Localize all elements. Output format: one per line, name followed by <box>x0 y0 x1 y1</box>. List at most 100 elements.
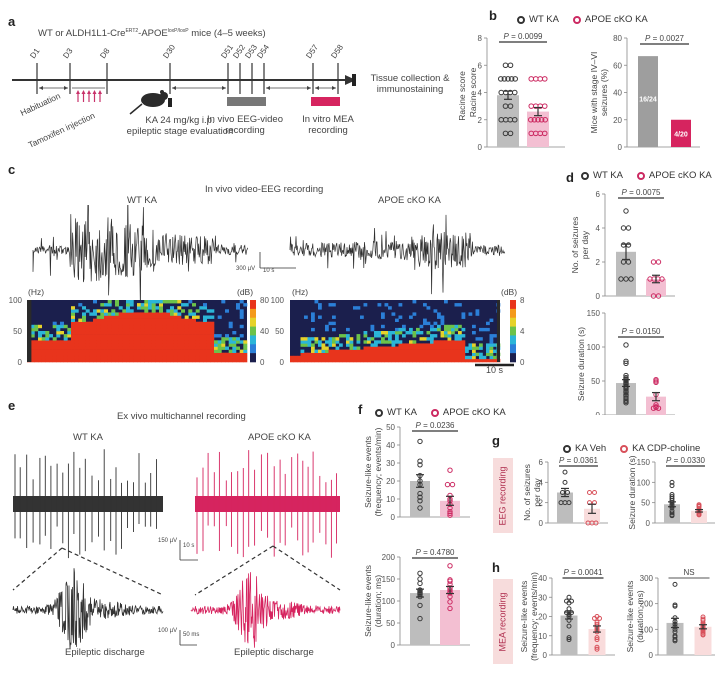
spectrogram-cell <box>173 312 178 316</box>
spectrogram-cell <box>206 349 211 353</box>
spectrogram-cell <box>107 355 112 360</box>
mea-scale1-uv: 150 µV <box>158 538 178 544</box>
spectrogram-cell <box>148 303 152 307</box>
y-tick-label: 0 <box>391 513 396 522</box>
spectrogram-cell <box>82 331 86 335</box>
spectrogram-cell <box>437 352 441 357</box>
spectrogram-cell <box>60 358 64 363</box>
spectrogram-cell <box>311 337 315 341</box>
spectrogram-cell <box>89 349 94 353</box>
spectrogram-cell <box>104 315 108 319</box>
spectrogram-cell <box>489 343 494 347</box>
spectrogram-cell <box>405 331 410 335</box>
data-point <box>502 62 509 69</box>
spectrogram-cell <box>78 327 83 332</box>
spectrogram-cell <box>78 331 83 335</box>
spectrogram-cell <box>177 337 182 341</box>
interval-arrowhead <box>266 86 270 90</box>
spectrogram-cell <box>170 331 174 335</box>
spectrogram-cell <box>184 343 189 347</box>
spectrogram-cell <box>104 312 108 316</box>
spectrogram-cell <box>45 343 50 347</box>
db-tick-label: 0 <box>260 358 265 367</box>
legend-item-cko: APOE cKO KA <box>572 14 648 25</box>
spectrogram-cell <box>188 327 193 332</box>
spectrogram-cell <box>129 340 134 344</box>
spectrogram-cell <box>472 352 476 357</box>
spectrogram-cell <box>129 349 134 353</box>
p-symbol: P <box>645 34 651 43</box>
spectrogram-cell <box>356 349 361 353</box>
spectrogram-cell <box>85 349 90 353</box>
spectrogram-cell <box>314 349 319 353</box>
spectrogram-cell <box>384 358 389 363</box>
spectrogram-cell <box>192 352 196 357</box>
spectrogram-cell <box>137 321 141 326</box>
spectrogram-cell <box>447 343 452 347</box>
spectrogram-cell <box>177 331 182 335</box>
spectrogram-cell <box>89 327 94 332</box>
spectrogram-cell <box>447 340 452 344</box>
spectrogram-cell <box>374 355 378 360</box>
spectrogram-cell <box>67 334 72 338</box>
spectrogram-cell <box>107 324 112 329</box>
spectrogram-cell <box>129 331 134 335</box>
spectrogram-cell <box>221 300 226 304</box>
data-point <box>447 578 453 584</box>
spectrogram-cell <box>155 340 160 344</box>
spectrogram-cell <box>444 324 448 329</box>
y-tick-label: 0 <box>596 411 601 415</box>
spectrogram-cell <box>170 327 174 332</box>
spectrogram-cell <box>67 352 72 357</box>
spectrogram-cell <box>60 340 64 344</box>
spectrogram-cell <box>188 349 193 353</box>
spectrogram-cell <box>82 315 86 319</box>
y-tick-label: 40 <box>613 89 622 98</box>
spectrogram-cell <box>85 352 90 357</box>
spectrogram-cell <box>78 318 83 322</box>
spectrogram-cell <box>184 327 189 332</box>
data-point <box>623 360 629 367</box>
colorbar-segment <box>250 317 256 327</box>
spectrogram-cell <box>137 349 141 353</box>
spectrogram-cell <box>440 349 445 353</box>
spectrogram-cell <box>437 312 441 316</box>
spectrogram-cell <box>82 343 86 347</box>
db-label-left: (dB) <box>237 287 254 297</box>
spectrogram-cell <box>304 343 308 347</box>
spectrogram-cell <box>232 355 237 360</box>
data-point <box>650 293 657 299</box>
spectrogram-cell <box>71 327 75 332</box>
spectrogram-cell <box>398 331 403 335</box>
spectrogram-cell <box>166 309 171 313</box>
spectrogram-cell <box>381 358 385 363</box>
spectrogram-cell <box>440 343 445 347</box>
spectrogram-cell <box>38 324 42 329</box>
eeg-recording-bar <box>227 97 266 106</box>
data-point <box>447 512 453 518</box>
spectrogram-cell <box>437 324 441 329</box>
spectrogram-cell <box>162 324 167 329</box>
spectrogram-cell <box>489 318 494 322</box>
spectrogram-time-scale: 10 s <box>486 365 504 375</box>
spectrogram-cell <box>214 349 218 353</box>
spectrogram-cell <box>78 334 83 338</box>
spectrogram-cell <box>155 337 160 341</box>
spectrogram-cell <box>184 303 189 307</box>
spectrogram-cell <box>181 337 185 341</box>
spectrogram-cell <box>430 352 434 357</box>
data-point <box>447 563 453 569</box>
bar-1 <box>671 119 691 147</box>
spectrogram-cell <box>195 349 200 353</box>
spectrogram-cell <box>118 321 123 326</box>
spectrogram-cell <box>111 318 116 322</box>
spectrogram-cell <box>140 312 145 316</box>
spectrogram-cell <box>41 349 46 353</box>
spectrogram-cell <box>104 321 108 326</box>
spectrogram-cell <box>188 355 193 360</box>
spectrogram-cell <box>398 358 403 363</box>
spectrogram-cell <box>115 346 119 350</box>
spectrogram-cell <box>144 300 149 304</box>
